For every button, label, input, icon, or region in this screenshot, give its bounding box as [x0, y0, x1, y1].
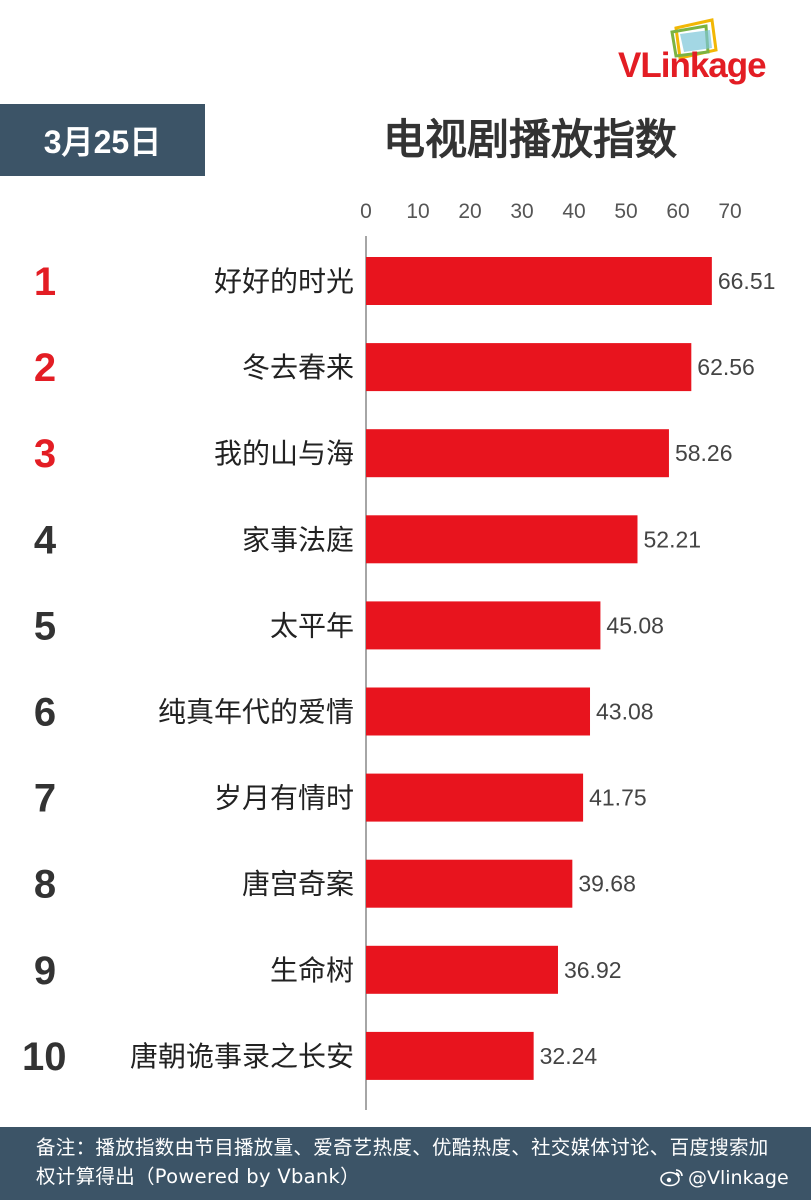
weibo-account: @Vlinkage: [660, 1167, 789, 1189]
x-tick-label: 10: [406, 200, 429, 223]
bar: [366, 515, 638, 564]
value-label: 66.51: [718, 268, 776, 294]
footer: 备注：播放指数由节目播放量、爱奇艺热度、优酷热度、社交媒体讨论、百度搜索加权计算…: [0, 1127, 811, 1200]
rank-number: 9: [34, 949, 56, 993]
bar: [366, 429, 669, 478]
rank-number: 2: [34, 346, 56, 390]
x-tick-label: 70: [718, 200, 741, 223]
x-tick-label: 50: [614, 200, 637, 223]
category-label: 唐朝诡事录之长安: [130, 1040, 354, 1073]
category-label: 家事法庭: [242, 523, 354, 556]
category-label: 好好的时光: [214, 265, 354, 298]
value-label: 45.08: [606, 612, 664, 638]
bar: [366, 773, 584, 822]
bar: [366, 687, 591, 736]
category-label: 唐宫奇案: [242, 868, 354, 901]
value-label: 52.21: [643, 526, 701, 552]
rank-number: 3: [34, 432, 56, 476]
value-label: 36.92: [564, 957, 622, 983]
category-label: 纯真年代的爱情: [158, 696, 354, 729]
category-label: 冬去春来: [242, 351, 354, 384]
value-label: 58.26: [675, 440, 733, 466]
rank-number: 4: [34, 518, 57, 562]
vlinkage-logo-icon: [670, 18, 718, 60]
x-tick-label: 40: [562, 200, 585, 223]
bar: [366, 601, 601, 650]
x-tick-label: 0: [360, 200, 372, 223]
category-label: 生命树: [270, 954, 354, 987]
footnote: 备注：播放指数由节目播放量、爱奇艺热度、优酷热度、社交媒体讨论、百度搜索加权计算…: [36, 1136, 769, 1188]
rank-number: 6: [34, 691, 56, 735]
weibo-icon: [660, 1169, 683, 1187]
bar: [366, 257, 712, 305]
bar-chart: 0 10 20 30 40 50 60 70 1 好好的时光 66.51 2 冬去春来 62.56 3 我的山…: [22, 200, 776, 1110]
bar: [366, 343, 692, 392]
bar: [366, 1031, 534, 1080]
page-title: 电视剧播放指数: [382, 115, 677, 164]
brand-logo: VLinkage: [612, 12, 807, 92]
category-label: 太平年: [270, 609, 354, 642]
bar: [366, 945, 558, 994]
brand-name: VLinkage: [618, 46, 767, 85]
x-tick-label: 30: [510, 200, 533, 223]
value-label: 43.08: [596, 699, 654, 725]
weibo-handle: @Vlinkage: [688, 1167, 789, 1189]
category-label: 我的山与海: [214, 437, 354, 470]
x-tick-label: 20: [458, 200, 481, 223]
value-label: 41.75: [589, 785, 647, 811]
category-label: 岁月有情时: [214, 782, 354, 815]
rank-number: 7: [34, 777, 56, 821]
rank-number: 10: [22, 1035, 67, 1079]
bar: [366, 859, 573, 908]
date-badge: 3月25日: [0, 104, 205, 176]
value-label: 39.68: [578, 871, 636, 897]
value-label: 62.56: [697, 354, 755, 380]
rank-number: 1: [34, 260, 56, 304]
value-label: 32.24: [540, 1043, 598, 1069]
x-tick-label: 60: [666, 200, 689, 223]
rank-number: 5: [34, 604, 56, 648]
rank-number: 8: [34, 863, 56, 907]
